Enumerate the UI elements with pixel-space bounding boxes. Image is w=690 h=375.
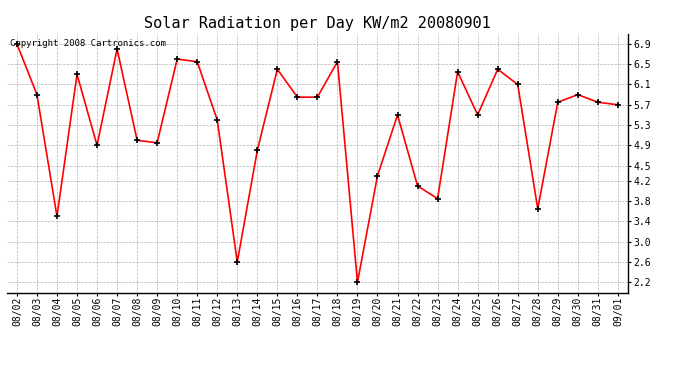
Title: Solar Radiation per Day KW/m2 20080901: Solar Radiation per Day KW/m2 20080901 [144,16,491,31]
Text: Copyright 2008 Cartronics.com: Copyright 2008 Cartronics.com [10,39,166,48]
